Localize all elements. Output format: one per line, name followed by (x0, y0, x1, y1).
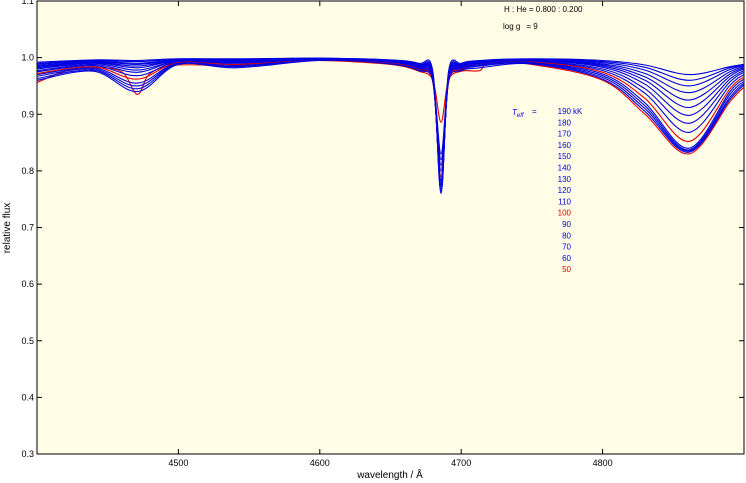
series-line-150 (37, 58, 744, 188)
legend-entry-110: 110 (558, 197, 571, 206)
legend-entry-120: 120 (558, 186, 572, 195)
x-axis-label: wavelength / Å (356, 468, 423, 481)
y-tick-label: 0.6 (21, 279, 34, 289)
x-tick-label: 4700 (451, 458, 471, 468)
legend-entry-80: 80 (562, 231, 571, 240)
legend-entry-100: 100 (558, 209, 572, 218)
y-tick-label: 0.8 (21, 166, 34, 176)
legend-entry-130: 130 (558, 175, 572, 184)
legend-entry-170: 170 (558, 130, 572, 139)
legend-entry-70: 70 (562, 243, 571, 252)
plot-area (36, 0, 745, 455)
series-line-50 (37, 59, 744, 155)
legend-unit: kK (573, 107, 583, 116)
legend-entry-140: 140 (558, 164, 572, 173)
y-tick-label: 0.4 (21, 392, 34, 402)
y-tick-label: 0.7 (21, 223, 34, 233)
legend-teff-subscript: eff (517, 113, 525, 119)
legend-entry-60: 60 (562, 254, 571, 263)
series-line-170 (37, 58, 744, 192)
series-line-190 (37, 57, 744, 195)
x-tick-label: 4500 (168, 458, 188, 468)
legend-teff-eq: = (532, 107, 537, 116)
y-tick-label: 0.3 (21, 449, 34, 459)
legend-entry-190: 190 (558, 107, 572, 116)
legend-entry-90: 90 (562, 220, 571, 229)
x-tick-label: 4800 (593, 458, 613, 468)
y-tick-label: 0.9 (21, 109, 34, 119)
y-axis-label: relative flux (2, 203, 13, 254)
logg-value: = 9 (526, 22, 538, 31)
legend-teff-symbol: Teff (512, 108, 525, 119)
series-line-100 (37, 58, 744, 178)
logg-label: log g (503, 22, 520, 31)
y-tick-label: 1.1 (21, 0, 34, 6)
series-line-60 (37, 59, 744, 155)
legend-entry-160: 160 (558, 141, 572, 150)
y-tick-label: 0.5 (21, 336, 34, 346)
axis-ticks: 4500 4600 4700 4800 0.3 0.4 0.5 0.6 0.7 0.8 0.9 1.0… (21, 0, 744, 468)
series-layer (37, 57, 744, 195)
x-tick-label: 4600 (310, 458, 330, 468)
series-line-80 (37, 59, 744, 166)
legend-entry-150: 150 (558, 152, 572, 161)
y-tick-label: 1.0 (21, 53, 34, 63)
composition-annotation: H : He = 0.800 : 0.200 (504, 5, 583, 14)
logg-annotation: log g = 9 (503, 22, 538, 31)
legend-entry-180: 180 (558, 118, 572, 127)
legend-entry-50: 50 (562, 265, 571, 274)
